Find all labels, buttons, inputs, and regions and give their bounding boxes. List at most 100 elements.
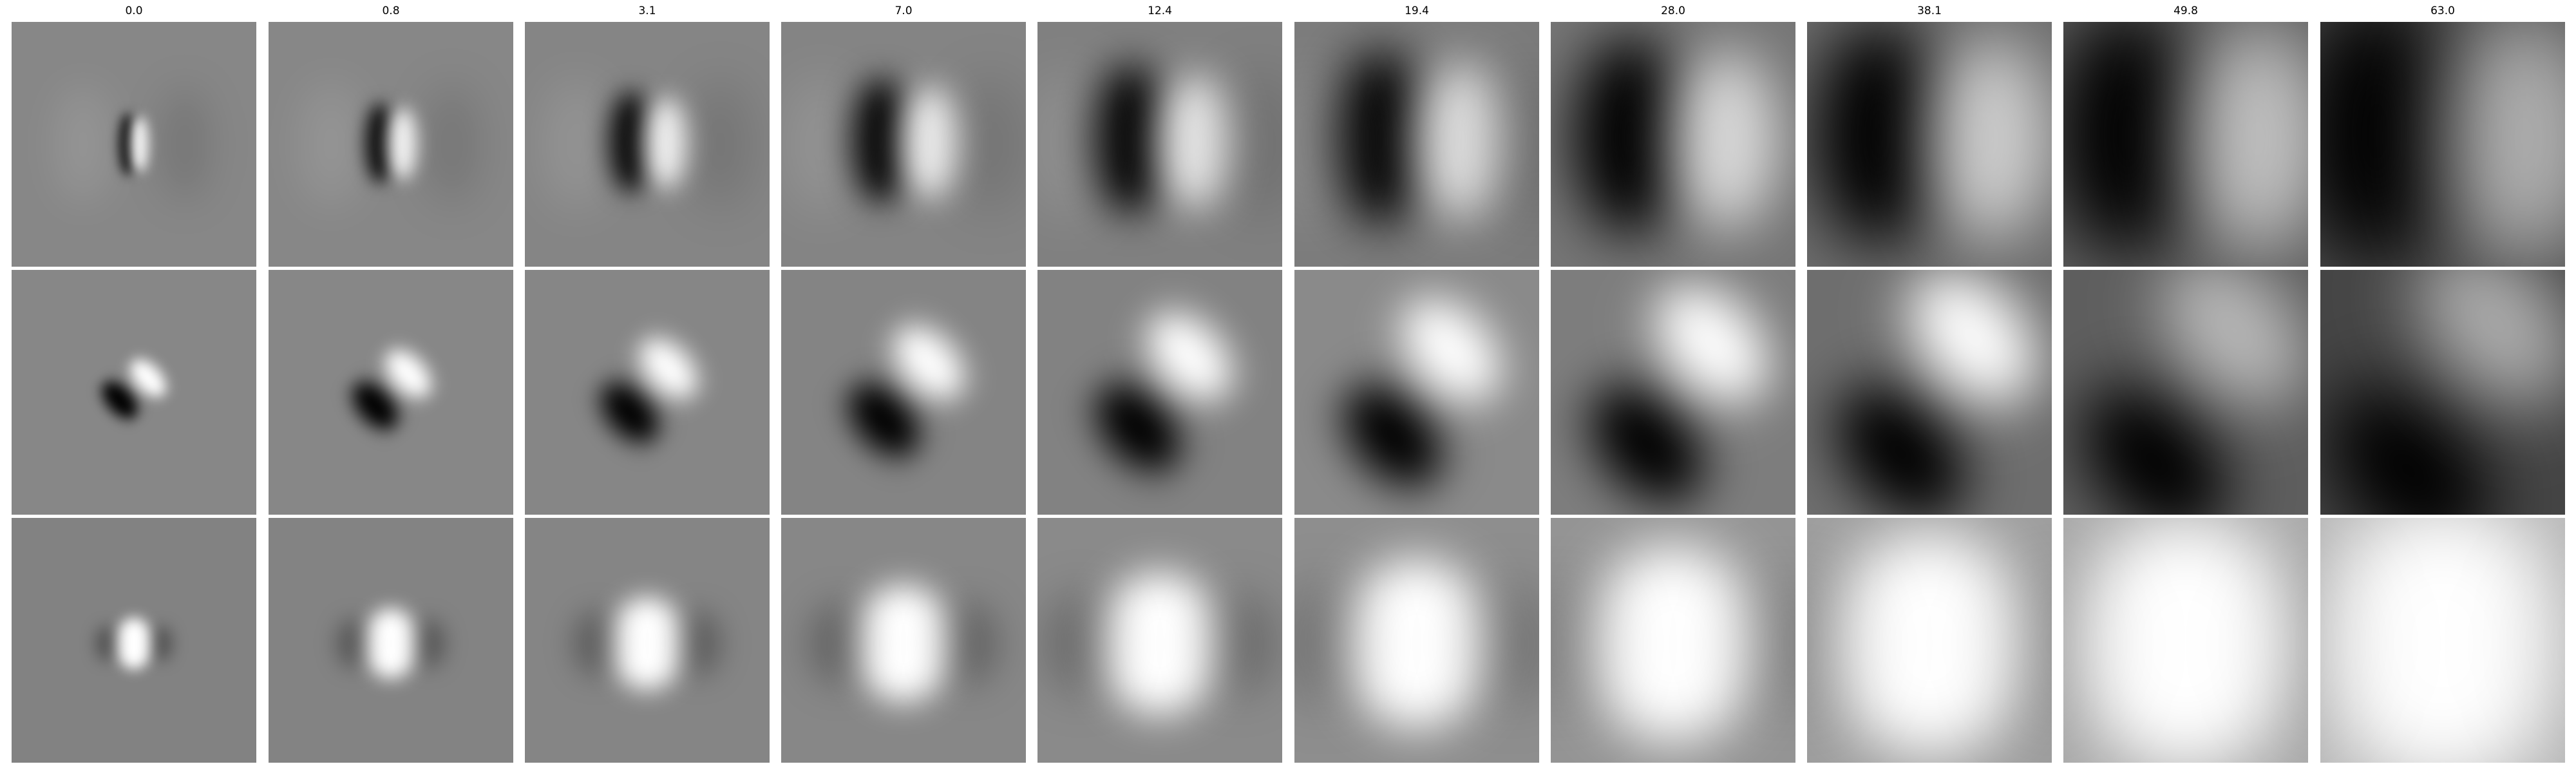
response-panel	[269, 518, 513, 763]
response-image	[781, 270, 1026, 515]
bright-lobe	[1343, 558, 1491, 729]
dark-lobe	[95, 625, 117, 662]
dark-lobe	[2525, 557, 2565, 730]
dark-lobe	[1219, 71, 1282, 218]
response-panel	[2320, 22, 2565, 267]
bright-lobe	[639, 338, 697, 399]
response-panel	[1551, 518, 1795, 763]
dark-lobe	[2328, 386, 2489, 515]
dark-lobe	[352, 381, 398, 430]
dark-lobe	[573, 611, 619, 676]
dark-lobe	[1807, 564, 1863, 723]
bright-lobe	[2187, 24, 2308, 253]
response-panel	[1551, 270, 1795, 515]
bright-lobe	[302, 83, 360, 205]
column-title: 0.8	[382, 5, 400, 17]
column-title: 3.1	[638, 5, 656, 17]
bright-lobe	[2445, 22, 2565, 265]
bright-lobe	[1401, 298, 1501, 403]
dark-lobe	[413, 618, 446, 669]
dark-lobe	[1092, 65, 1169, 213]
bright-lobe	[902, 86, 960, 198]
bright-lobe	[131, 116, 149, 173]
response-image	[12, 518, 256, 763]
response-image	[525, 518, 770, 763]
column-title: 38.1	[1917, 5, 1942, 17]
response-image	[1551, 270, 1795, 515]
bright-lobe	[1147, 312, 1232, 401]
panel-background	[781, 270, 1026, 515]
response-panel	[1807, 22, 2052, 267]
response-image	[781, 518, 1026, 763]
bright-lobe	[2320, 518, 2565, 763]
dark-lobe	[1334, 51, 1428, 225]
panel-background	[525, 270, 770, 515]
response-image	[2063, 270, 2308, 515]
response-panel	[1294, 518, 1539, 763]
response-panel	[1807, 270, 2052, 515]
dark-lobe	[159, 86, 211, 202]
response-image	[1294, 22, 1539, 267]
bright-lobe	[385, 349, 431, 398]
response-image	[525, 22, 770, 267]
response-image	[781, 22, 1026, 267]
response-panel	[2063, 22, 2308, 267]
dark-lobe	[2063, 22, 2202, 260]
bright-lobe	[364, 608, 418, 679]
dark-lobe	[365, 103, 395, 183]
dark-lobe	[676, 611, 721, 676]
response-image	[269, 270, 513, 515]
dark-lobe	[1835, 385, 1965, 515]
bright-lobe	[609, 597, 685, 690]
bright-lobe	[1908, 270, 2038, 405]
dark-lobe	[939, 602, 998, 685]
bright-lobe	[645, 97, 688, 189]
response-panel	[525, 518, 770, 763]
dark-lobe	[1996, 564, 2052, 723]
dark-lobe	[1343, 383, 1443, 488]
response-image	[1037, 270, 1282, 515]
response-panel	[781, 518, 1026, 763]
response-image	[269, 518, 513, 763]
bright-lobe	[1099, 572, 1221, 715]
bright-lobe	[1654, 284, 1769, 404]
dark-lobe	[1043, 593, 1117, 694]
response-image	[1807, 22, 2052, 267]
bright-lobe	[2416, 270, 2565, 408]
column-title: 63.0	[2430, 5, 2455, 17]
bright-lobe	[784, 75, 858, 213]
dark-lobe	[953, 75, 1026, 213]
column-title: 49.8	[2174, 5, 2198, 17]
bright-lobe	[1159, 75, 1232, 209]
dark-lobe	[851, 79, 911, 203]
bright-lobe	[1829, 531, 2030, 756]
response-panel	[525, 270, 770, 515]
response-panel	[2063, 518, 2308, 763]
dark-lobe	[336, 618, 369, 669]
dark-lobe	[609, 91, 653, 193]
dark-lobe	[1294, 584, 1367, 703]
dark-lobe	[809, 602, 868, 685]
dark-lobe	[688, 79, 753, 209]
response-image	[1551, 518, 1795, 763]
column-title: 0.0	[125, 5, 143, 17]
column-title: 28.0	[1661, 5, 1685, 17]
dark-lobe	[1095, 383, 1180, 472]
bright-lobe	[1673, 50, 1779, 230]
response-image	[525, 270, 770, 515]
dark-lobe	[1467, 584, 1539, 703]
response-image	[2320, 518, 2565, 763]
dark-lobe	[1486, 66, 1539, 222]
panel-background	[12, 270, 256, 515]
dark-lobe	[848, 383, 920, 457]
dark-lobe	[1551, 575, 1615, 712]
bright-lobe	[1294, 66, 1355, 222]
dark-lobe	[1589, 384, 1704, 504]
response-image	[2320, 270, 2565, 515]
bright-lobe	[1416, 62, 1506, 219]
response-panel	[2320, 518, 2565, 763]
bright-lobe	[2161, 270, 2307, 406]
dark-lobe	[422, 83, 481, 205]
bright-lobe	[544, 79, 609, 209]
